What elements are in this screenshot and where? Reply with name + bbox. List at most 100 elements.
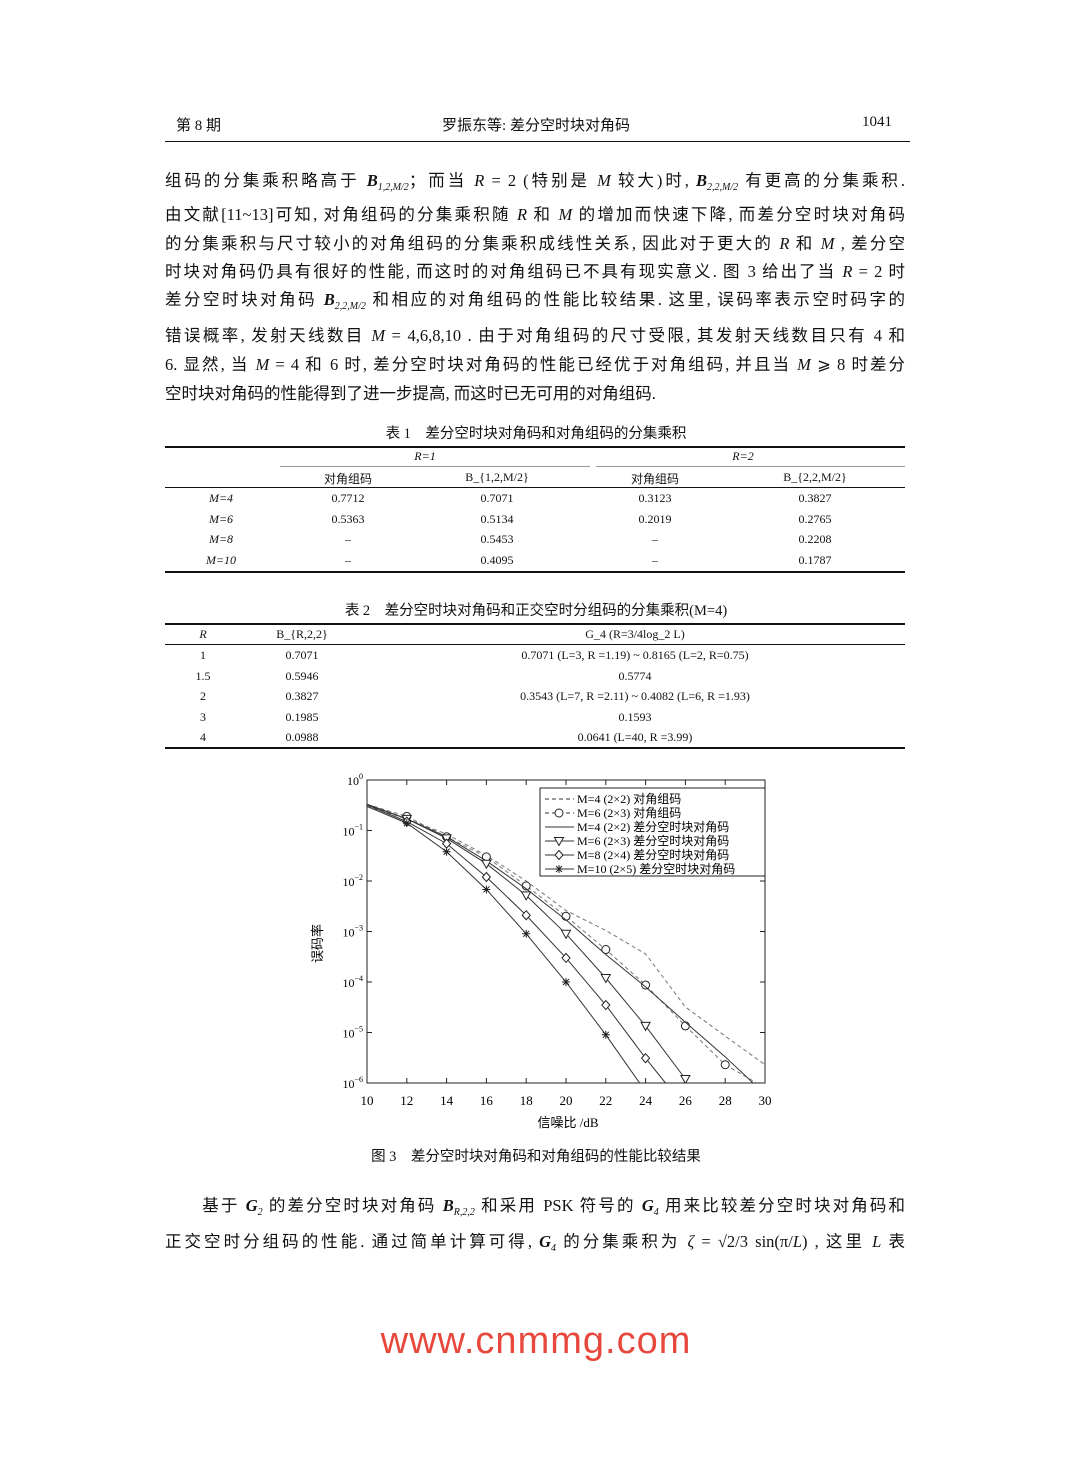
page-number: 1041 [862, 114, 892, 130]
text-line: 时块对角码仍具有很好的性能, 而这时的对角组码已不具有现实意义. 图 3 给出了… [165, 261, 905, 283]
y-tick-label: 100 [347, 772, 363, 788]
circle-marker [601, 945, 611, 955]
text-run: ；而当 [408, 171, 475, 190]
math-symbol: B2,2,M/2 [696, 171, 738, 193]
math-bold: B [323, 290, 335, 309]
table2-cell: 0.7071 [285, 648, 319, 662]
math-subscript: 2,2,M/2 [334, 301, 366, 312]
math-variable: M [558, 205, 573, 224]
table1-row-label: M=6 [208, 511, 234, 526]
text-run: 空时块对角码的性能得到了进一步提高, 而这时已无可用的对角组码. [165, 384, 656, 403]
x-tick-label: 28 [719, 1093, 732, 1108]
table2-cell: 1 [200, 648, 206, 662]
text-run: 表 [881, 1232, 905, 1251]
table2-cell: 0.3543 (L=7, R =2.11) ~ 0.4082 (L=6, R =… [520, 689, 750, 703]
circle-marker [561, 911, 571, 921]
x-tick-label: 10 [361, 1093, 374, 1108]
math-symbol: B2,2,M/2 [323, 290, 366, 312]
text-run: 正交空时分组码的性能. 通过简单计算可得, [165, 1232, 540, 1251]
table2-cell: 0.5774 [618, 668, 652, 683]
text-run: ⩾ 8 时差分 [810, 355, 906, 374]
table1-cell: – [345, 552, 351, 567]
table1-col-header: 对角组码 [630, 472, 680, 486]
table1-cell: 0.1787 [798, 552, 832, 567]
y-tick-label: 10−2 [342, 873, 363, 889]
star-marker [522, 929, 531, 938]
math-variable: M [820, 234, 835, 253]
text-run: 的差分空时块对角码 [262, 1196, 443, 1215]
table2-cell: 0.0641 (L=40, R =3.99) [577, 730, 693, 744]
ber-chart: 10 12 14 16 18 20 22 24 26 28 30 100 10−1 10−2 10−3 10−… [310, 772, 772, 1130]
x-tick-label: 22 [599, 1093, 612, 1108]
text-run: 较大)时, [610, 171, 696, 190]
x-tick-label: 20 [560, 1093, 573, 1108]
table2-cell: 0.7071 (L=3, R =1.19) ~ 0.8165 (L=2, R=0… [521, 648, 749, 662]
y-tick-label: 10−1 [342, 823, 363, 839]
table2-bottom-rule [165, 747, 905, 749]
circle-marker [680, 1021, 690, 1031]
text-run: 和 [527, 205, 559, 224]
legend-entry: M=4 (2×2) 差分空时块对角码 [577, 820, 729, 834]
series-3 [367, 803, 754, 1083]
math-variable: R [842, 262, 853, 281]
table1-top-rule [165, 446, 905, 448]
legend-box [539, 787, 766, 877]
issue-number: 第 8 期 [176, 118, 222, 134]
table1-cell: 0.2765 [798, 511, 832, 526]
diamond-marker [601, 999, 611, 1011]
table1-row-label: M=10 [205, 552, 237, 567]
table1-group-r1-label: R=1 [414, 449, 436, 463]
text-run: 由文献[11~13]可知, 对角组码的分集乘积随 [165, 205, 518, 224]
text-run: = 4,6,8,10 . 由于对角组码的尺寸受限, 其发射天线数目只有 4 和 [385, 326, 906, 345]
series-line [367, 805, 641, 1083]
table1-cell: 0.4095 [480, 552, 514, 567]
text-run: 6. 显然, 当 [165, 355, 256, 374]
x-axis-label: 信噪比 /dB [537, 1115, 598, 1130]
table2-cell: 2 [200, 689, 206, 703]
math-variable: ζ [687, 1232, 695, 1251]
star-marker [555, 865, 563, 873]
table2-cell: 0.1593 [618, 709, 652, 724]
series-1 [367, 805, 765, 1066]
watermark: www.cnmmg.com [380, 1320, 692, 1362]
table1-cell: – [652, 532, 658, 546]
table1-cell: 0.3123 [638, 491, 672, 505]
math-variable: M [255, 355, 270, 374]
table1-group-r2-label: R=2 [732, 449, 754, 463]
text-line: 6. 显然, 当 M = 4 和 6 时, 差分空时块对角码的性能已经优于对角组… [165, 354, 905, 376]
math-variable: M [371, 326, 386, 345]
text-line: 差分空时块对角码 B2,2,M/2 和相应的对角组码的性能比较结果. 这里, 误… [165, 289, 905, 312]
x-tick-label: 30 [759, 1093, 772, 1108]
table1-cell: – [345, 532, 351, 546]
text-run: 差分空时块对角码 [165, 290, 324, 309]
x-tick-label: 18 [520, 1093, 533, 1108]
math-symbol: G4 [641, 1196, 659, 1218]
star-marker [601, 1030, 610, 1039]
y-axis-label: 误码率 [310, 924, 325, 963]
triangle-marker [680, 1075, 691, 1083]
math-variable: M [597, 171, 611, 190]
y-tick-label: 10−5 [342, 1025, 363, 1041]
triangle-marker [520, 891, 532, 901]
table1-cell: 0.5134 [480, 511, 514, 526]
table1-bottom-rule [165, 571, 905, 573]
math-bold: G [641, 1196, 654, 1215]
table2-cell: 0.1985 [285, 709, 319, 724]
triangle-marker [481, 859, 492, 870]
math-symbol: G4 [539, 1232, 556, 1254]
legend-entry: M=6 (2×3) 差分空时块对角码 [577, 834, 729, 848]
table1-caption: 表 1 差分空时块对角码和对角组码的分集乘积 [385, 426, 687, 442]
text-line: 由文献[11~13]可知, 对角组码的分集乘积随 R 和 M 的增加而快速下降,… [165, 204, 905, 226]
table1-row-label: M=4 [208, 491, 234, 505]
text-run: 和 [789, 234, 821, 253]
star-marker [562, 978, 570, 986]
circle-marker [554, 808, 564, 818]
table2-cell: 0.3827 [285, 689, 319, 703]
table1-col-header: B_{2,2,M/2} [783, 470, 847, 484]
text-run: 时块对角码仍具有很好的性能, 而这时的对角组码已不具有现实意义. 图 3 给出了… [165, 262, 843, 281]
x-tick-label: 12 [400, 1093, 413, 1108]
math-bold: B [696, 171, 708, 190]
math-symbol: G2 [246, 1196, 263, 1218]
table2-cell: 4 [200, 730, 206, 744]
